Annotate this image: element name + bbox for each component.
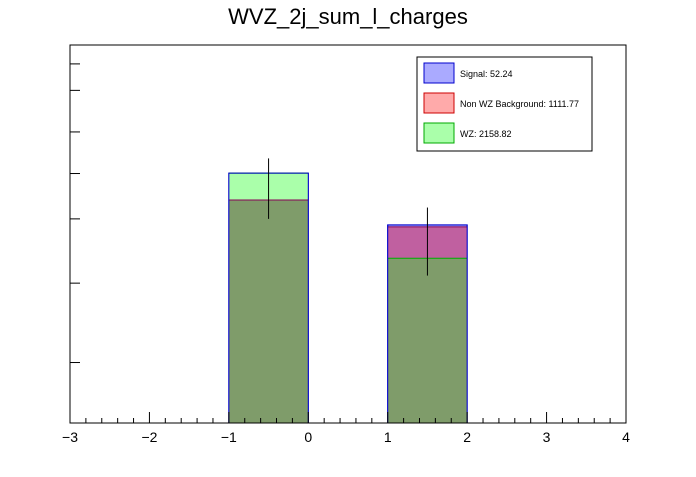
legend-swatch — [423, 62, 455, 84]
x-tick-label: 2 — [463, 429, 471, 445]
x-tick-label: −3 — [62, 429, 78, 445]
chart-title: WVZ_2j_sum_l_charges — [228, 4, 468, 29]
x-tick-label: −2 — [141, 429, 157, 445]
x-tick-label: 1 — [384, 429, 392, 445]
bar-overlap — [228, 199, 309, 423]
x-tick-label: 3 — [543, 429, 551, 445]
x-tick-label: −1 — [221, 429, 237, 445]
x-tick-label: 0 — [304, 429, 312, 445]
plot-area: −3 −2 −1 0 1 2 3 4 — [62, 44, 630, 445]
legend-label: WZ: 2158.82 — [460, 129, 512, 139]
x-tick-label: 4 — [622, 429, 630, 445]
legend-swatch — [423, 122, 455, 144]
legend-label: Signal: 52.24 — [460, 69, 513, 79]
legend-label: Non WZ Background: 1111.77 — [460, 99, 579, 109]
plot-frame — [69, 44, 627, 424]
legend-swatch — [423, 92, 455, 114]
legend: Signal: 52.24 Non WZ Background: 1111.77 W… — [416, 56, 593, 152]
bar-overlap — [387, 258, 468, 423]
